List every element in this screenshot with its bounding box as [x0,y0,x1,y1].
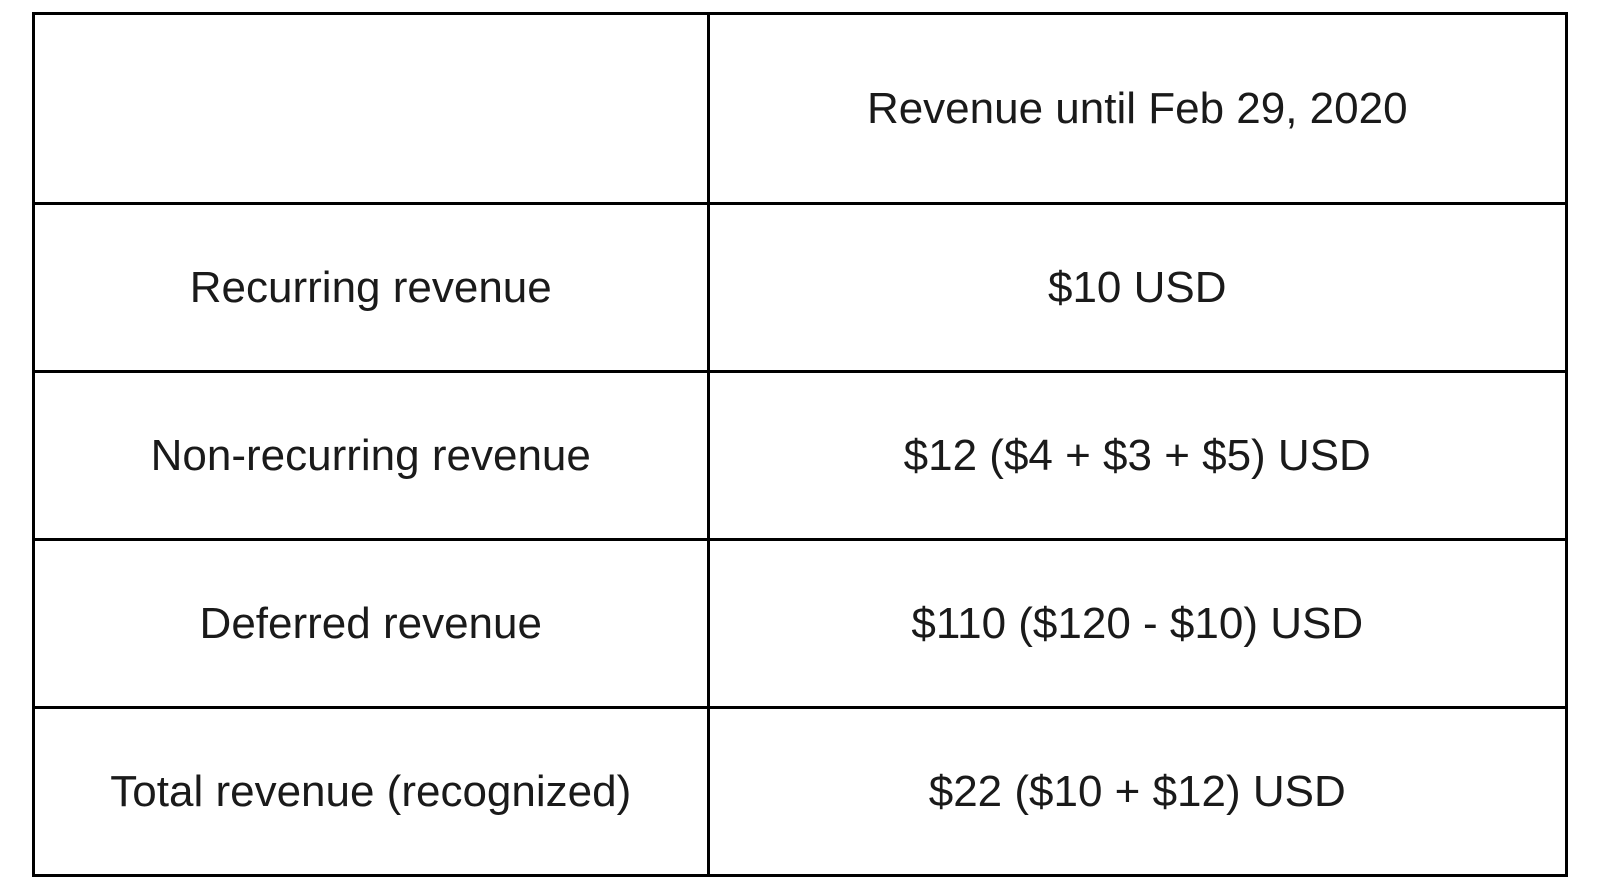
table-row: Non-recurring revenue $12 ($4 + $3 + $5)… [34,372,1567,540]
row-value: $22 ($10 + $12) USD [708,708,1566,876]
table-row: Total revenue (recognized) $22 ($10 + $1… [34,708,1567,876]
header-cell-revenue: Revenue until Feb 29, 2020 [708,14,1566,204]
row-label: Deferred revenue [34,540,709,708]
row-value: $110 ($120 - $10) USD [708,540,1566,708]
table-row: Deferred revenue $110 ($120 - $10) USD [34,540,1567,708]
row-label: Recurring revenue [34,204,709,372]
row-label: Non-recurring revenue [34,372,709,540]
table-row: Recurring revenue $10 USD [34,204,1567,372]
revenue-table-container: Revenue until Feb 29, 2020 Recurring rev… [32,12,1568,877]
row-label: Total revenue (recognized) [34,708,709,876]
table-header-row: Revenue until Feb 29, 2020 [34,14,1567,204]
revenue-table: Revenue until Feb 29, 2020 Recurring rev… [32,12,1568,877]
header-cell-blank [34,14,709,204]
row-value: $12 ($4 + $3 + $5) USD [708,372,1566,540]
row-value: $10 USD [708,204,1566,372]
